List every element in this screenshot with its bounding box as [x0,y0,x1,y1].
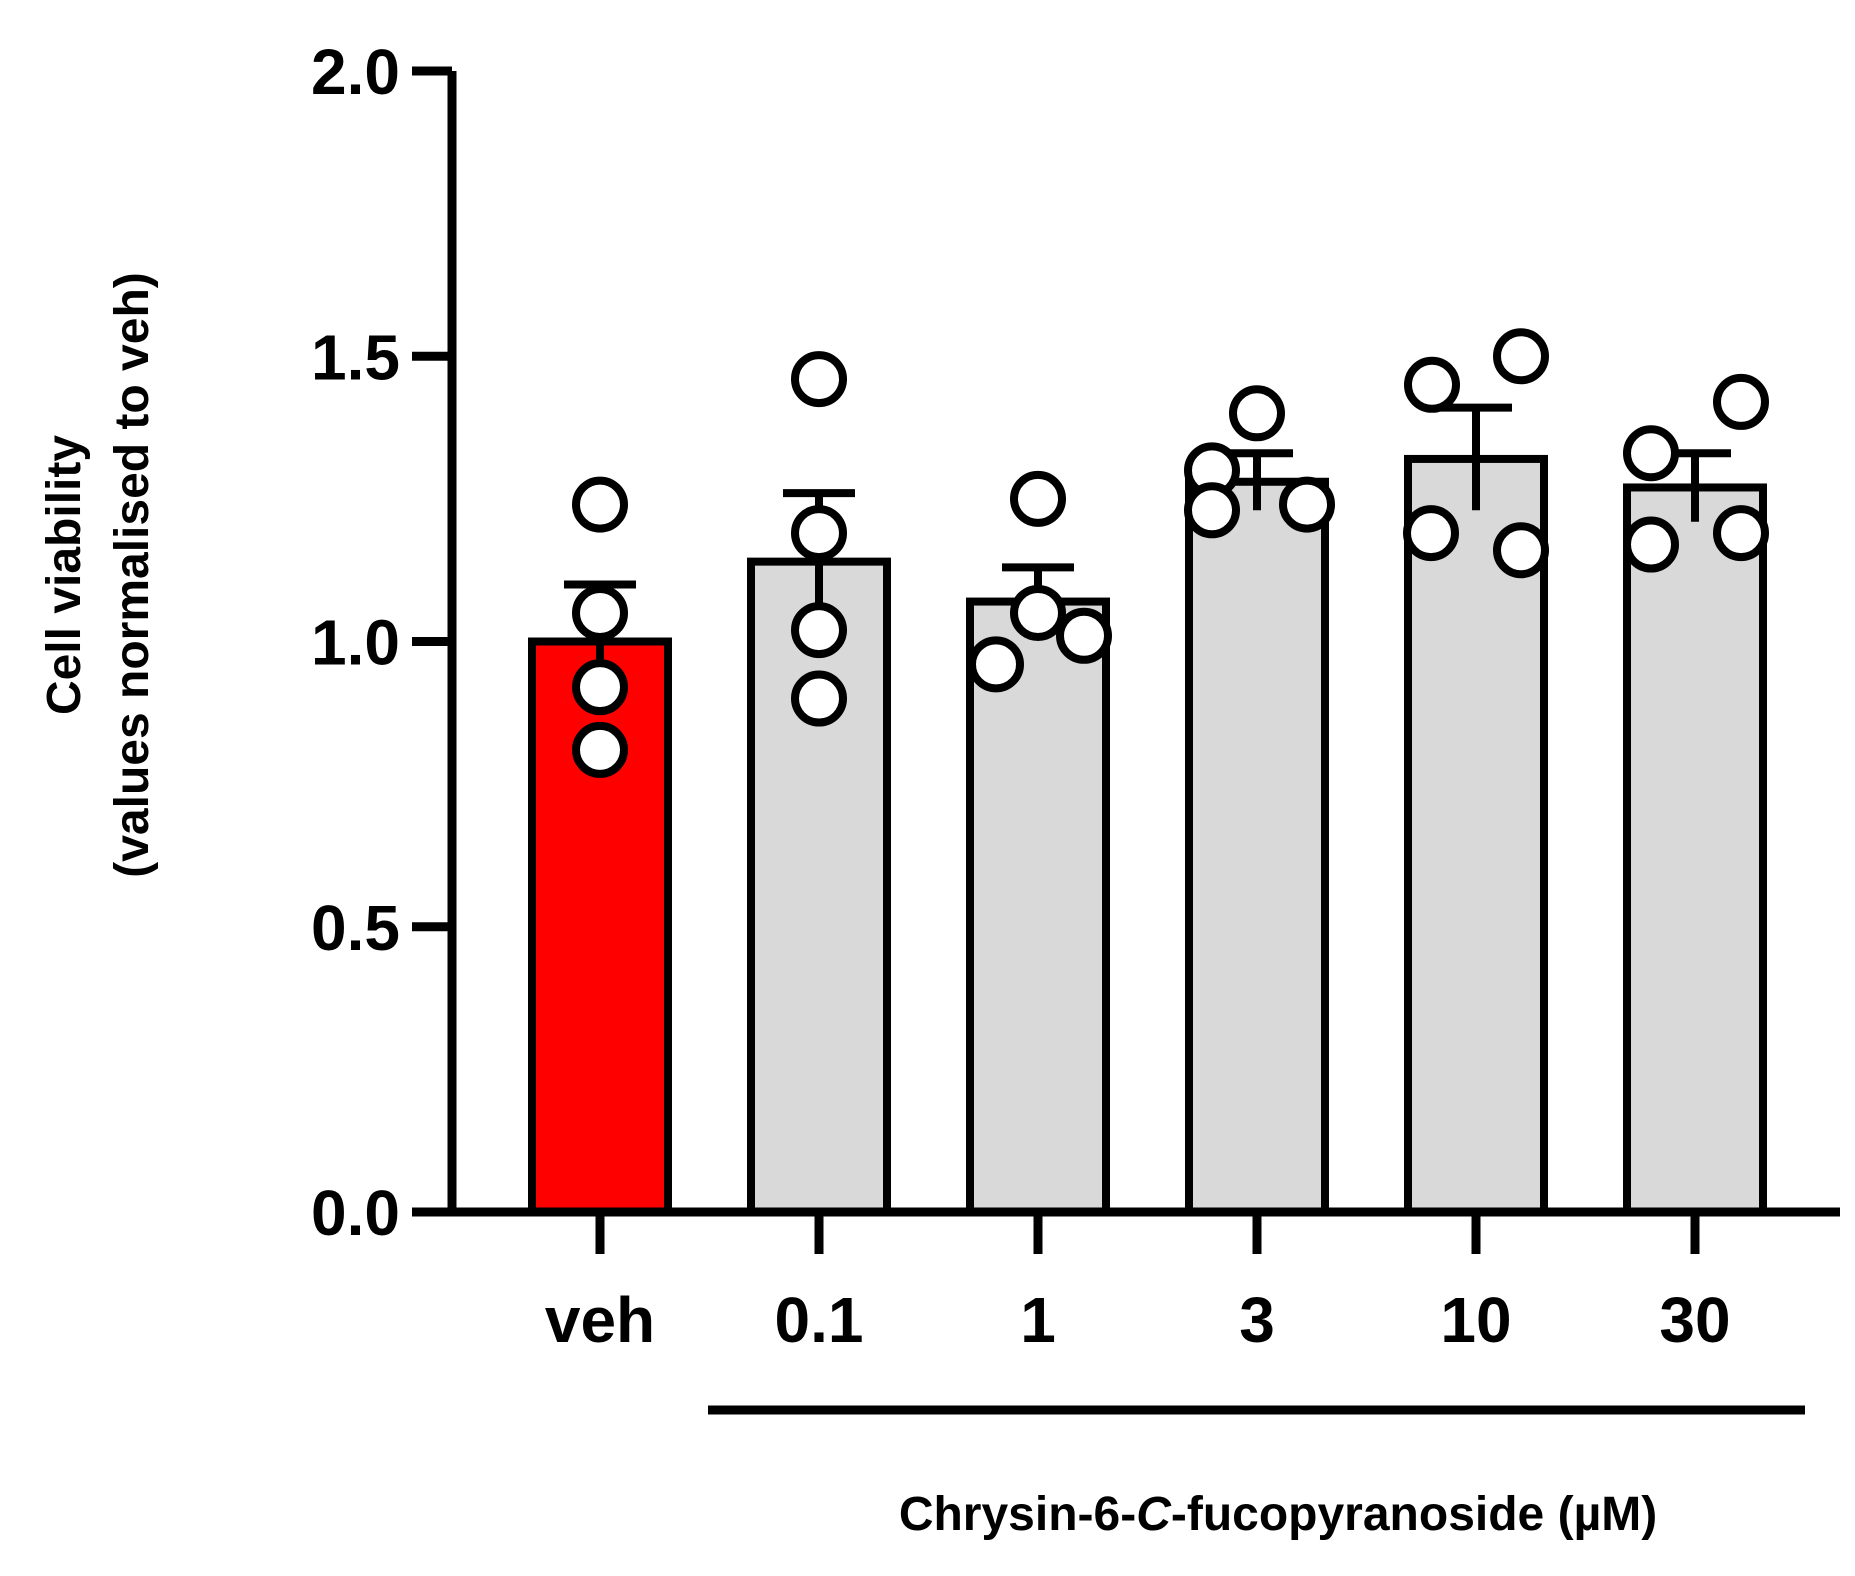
data-point-3-4 [1184,482,1240,539]
x-tick-label-1: 1 [1020,1284,1056,1356]
y-tick-label-1.0: 1.0 [311,607,400,679]
x-axis-label-prefix: Chrysin-6- [899,1488,1136,1541]
y-tick-label-2.0: 2.0 [311,36,400,108]
data-point-10-3 [1403,505,1459,562]
x-axis-label-italic: C [1136,1488,1172,1541]
y-tick-label-0.5: 0.5 [311,892,400,964]
y-tick-label-0.0: 0.0 [311,1177,400,1249]
bar-30 [1623,483,1767,1216]
data-point-1-1 [1010,470,1066,527]
x-axis-label-suffix: -fucopyranoside (µM) [1171,1488,1657,1541]
data-point-30-3 [1713,505,1769,562]
x-tick-label-10: 10 [1440,1284,1511,1356]
data-point-0.1-3 [791,602,847,659]
bar-3 [1185,477,1329,1216]
data-point-30-4 [1623,516,1679,573]
data-point-veh-3 [572,659,628,716]
y-axis-label-line2: (values normalised to veh) [106,272,159,878]
x-axis-label: Chrysin-6-C-fucopyranoside (µM) [899,1488,1657,1541]
y-tick-label-1.5: 1.5 [311,321,400,393]
data-point-1-3 [1056,607,1112,664]
axes-layer: 0.0 0.5 1.0 1.5 2.0 veh 0.1 1 3 10 30 [311,36,1840,1356]
points-layer [564,328,1769,778]
data-point-10-2 [1493,328,1549,385]
data-point-0.1-1 [791,351,847,408]
x-tick-label-3: 3 [1239,1284,1275,1356]
data-point-1-4 [968,636,1024,693]
data-point-30-1 [1713,373,1769,430]
bar-1 [966,597,1110,1216]
data-point-0.1-2 [791,505,847,562]
data-point-10-4 [1493,522,1549,579]
x-tick-label-0.1: 0.1 [775,1284,864,1356]
data-point-3-1 [1229,385,1285,442]
x-tick-label-veh: veh [545,1284,655,1356]
x-tick-label-30: 30 [1659,1284,1730,1356]
data-point-3-3 [1279,476,1335,533]
data-point-0.1-4 [791,670,847,727]
data-point-veh-1 [572,476,628,533]
data-point-veh-2 [572,584,628,641]
data-point-10-1 [1404,356,1460,413]
bars-layer [528,454,1767,1216]
data-point-30-2 [1623,425,1679,482]
data-point-veh-4 [572,721,628,778]
bar-0.1 [747,557,891,1216]
y-axis-label-line1: Cell viability [38,435,91,715]
data-point-1-2 [1010,584,1066,641]
